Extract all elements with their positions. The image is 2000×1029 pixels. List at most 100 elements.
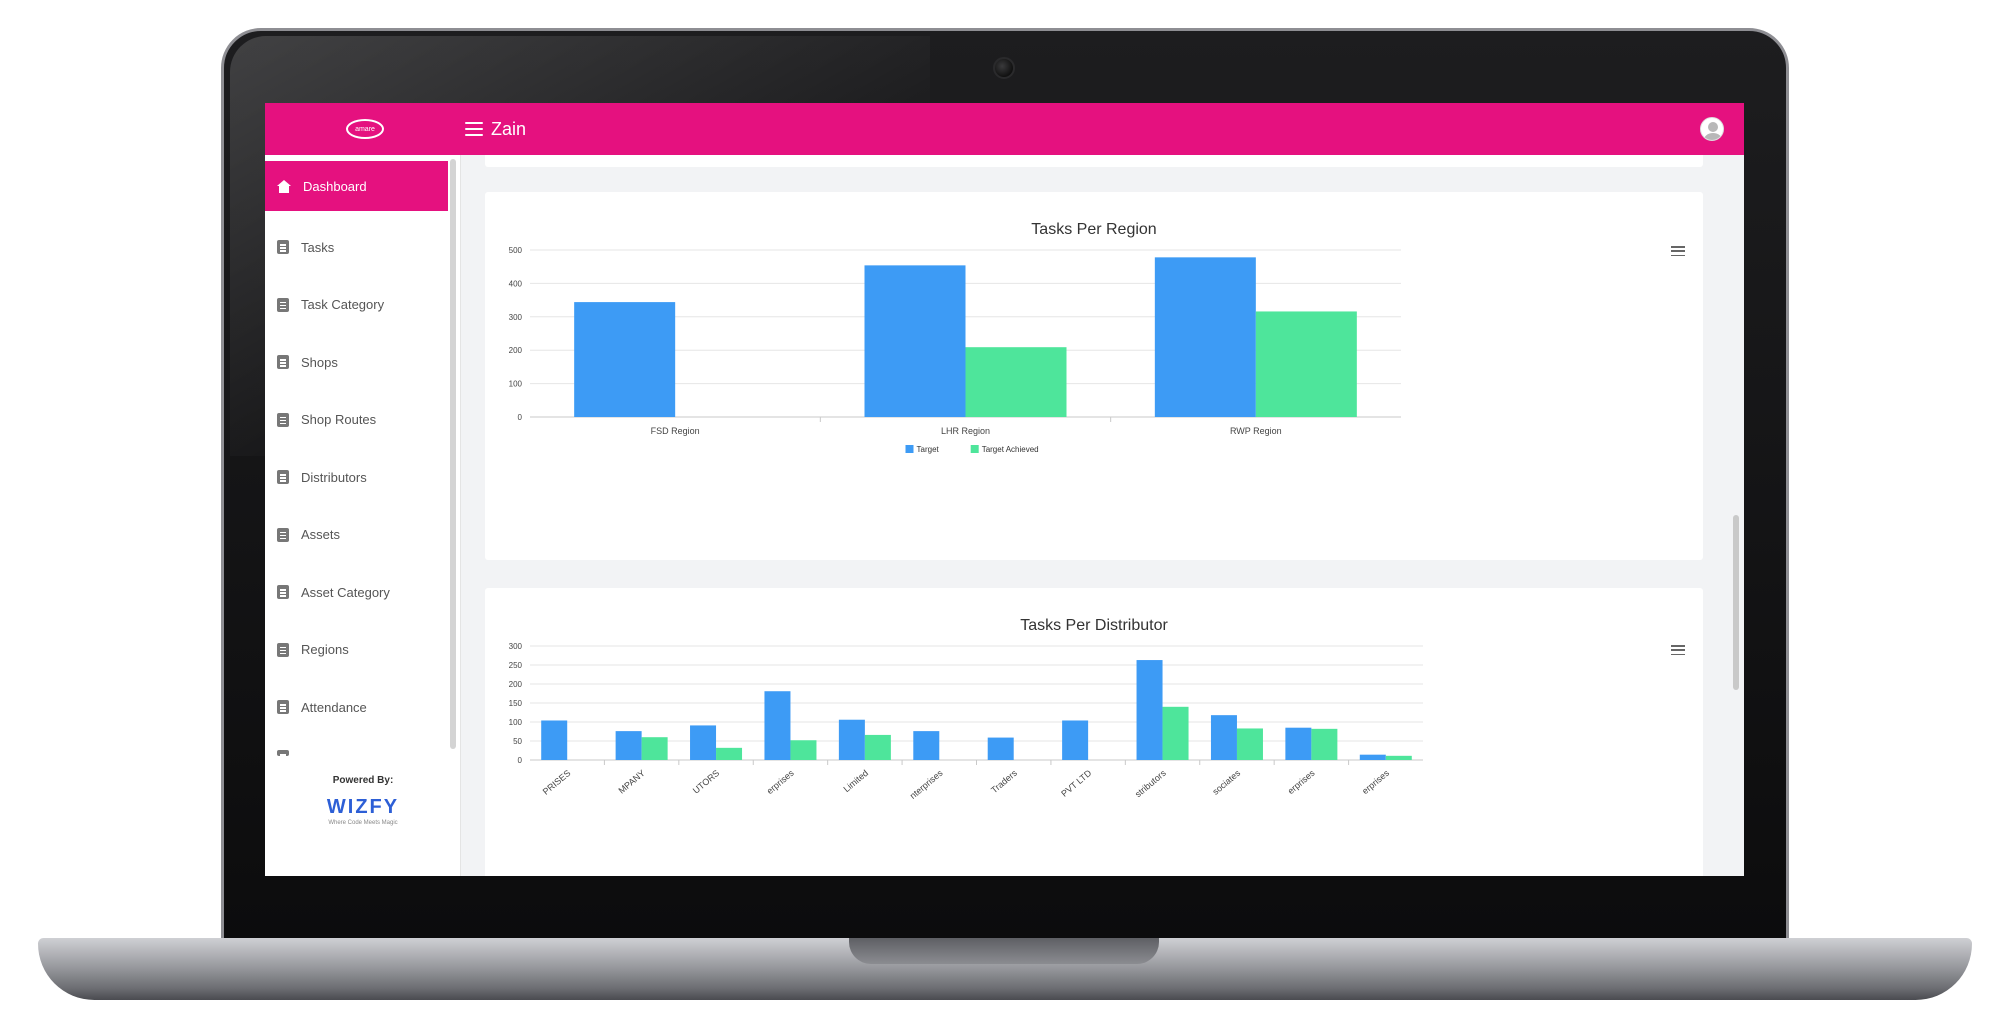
bar-target [1210, 715, 1237, 760]
user-avatar[interactable] [1700, 117, 1724, 141]
chart-title: Tasks Per Region [1031, 221, 1157, 238]
sidebar-item-label: Attendance [301, 699, 367, 715]
sidebar-item-label: Tasks [301, 239, 335, 255]
x-tick-label: erprises [765, 768, 796, 797]
content-scrollbar[interactable] [1733, 515, 1739, 690]
bar-target [615, 731, 642, 760]
legend-entry: Target Achieved [982, 445, 1039, 454]
sidebar-item-distributors[interactable]: Distributors [265, 449, 448, 507]
sidebar-item-task-category[interactable]: Task Category [265, 276, 448, 334]
sidebar-item-asset-category[interactable]: Asset Category [265, 564, 448, 622]
x-tick-label: stributors [1133, 768, 1168, 800]
bar-target [987, 737, 1014, 760]
bar-target-achieved [1385, 755, 1412, 760]
bar-target-achieved [1236, 728, 1263, 760]
bar-target [690, 725, 717, 760]
sidebar-item-partial[interactable] [265, 736, 448, 756]
y-tick-label: 250 [509, 661, 523, 670]
y-tick-label: 400 [509, 279, 523, 288]
y-tick-label: 50 [513, 737, 522, 746]
document-icon [277, 700, 289, 715]
x-tick-label: PRISES [541, 768, 573, 797]
sidebar-item-label: Shop Routes [301, 412, 377, 428]
x-tick-label: LHR Region [941, 426, 990, 436]
sidebar-item-dashboard[interactable]: Dashboard [265, 161, 448, 211]
x-tick-label: RWP Region [1230, 426, 1282, 436]
document-icon [277, 355, 289, 370]
y-tick-label: 100 [509, 718, 523, 727]
legend-swatch [905, 445, 914, 453]
tasks-per-distributor-chart: 0 50 100 150 200 250 300 PRISES MPANY UTORS erpris… [509, 642, 1423, 801]
sidebar-scrollbar[interactable] [450, 159, 456, 749]
sidebar: Dashboard Tasks Task Category Shops Shop… [265, 155, 461, 876]
x-tick-label: UTORS [691, 768, 721, 796]
wizfy-logo: WIZFY [326, 796, 400, 818]
document-icon [277, 412, 289, 427]
bar-target-achieved [1162, 706, 1189, 760]
sidebar-item-label: Regions [301, 642, 349, 658]
menu-toggle-icon[interactable] [465, 122, 483, 136]
y-tick-label: 500 [509, 246, 523, 255]
bar-target-achieved [1311, 728, 1338, 760]
bar-target [1359, 754, 1386, 760]
chart-menu-icon[interactable] [1671, 645, 1685, 655]
app-screen: amare Zain Dashboard Tasks Task Category [265, 103, 1744, 876]
document-icon [277, 585, 289, 600]
x-tick-label: PVT LTD [1059, 768, 1094, 799]
bar-target [864, 265, 966, 417]
powered-by: Powered By: WIZFY Where Code Meets Magic [265, 775, 461, 826]
document-icon [277, 527, 289, 542]
x-tick-label: Limited [842, 768, 871, 794]
bar-target [1062, 720, 1089, 760]
wizfy-tagline: Where Code Meets Magic [328, 820, 398, 826]
legend-entry: Target [917, 445, 940, 454]
sidebar-item-label: Distributors [301, 469, 367, 485]
x-tick-label: Traders [989, 768, 1019, 796]
chart-menu-icon[interactable] [1671, 246, 1685, 256]
home-icon [277, 179, 291, 193]
sidebar-item-label: Shops [301, 354, 338, 370]
x-tick-label: sociates [1211, 768, 1243, 797]
bar-target [913, 731, 940, 760]
x-tick-label: MPANY [616, 768, 646, 796]
bar-target-achieved [864, 734, 891, 760]
sidebar-item-regions[interactable]: Regions [265, 621, 448, 679]
bar-target [838, 719, 865, 760]
sidebar-item-label: Assets [301, 527, 341, 543]
document-icon [277, 297, 289, 312]
sidebar-nav: Dashboard Tasks Task Category Shops Shop… [265, 161, 448, 761]
bar-target [1285, 727, 1312, 760]
bar-target-achieved [790, 740, 817, 760]
bar-target-achieved [641, 737, 668, 760]
powered-by-label: Powered By: [332, 775, 394, 786]
y-tick-label: 0 [518, 756, 523, 765]
legend-swatch [970, 445, 979, 453]
y-tick-label: 200 [509, 680, 523, 689]
bar-target [764, 691, 791, 760]
chart-title: Tasks Per Distributor [1020, 617, 1168, 634]
y-tick-label: 300 [509, 642, 523, 651]
document-icon [277, 470, 289, 485]
y-tick-label: 150 [509, 699, 523, 708]
sidebar-item-assets[interactable]: Assets [265, 506, 448, 564]
bar-target [1154, 257, 1256, 417]
x-tick-label: nterprises [908, 768, 945, 801]
laptop-notch [849, 938, 1159, 964]
x-tick-label: FSD Region [651, 426, 700, 436]
sidebar-item-shop-routes[interactable]: Shop Routes [265, 391, 448, 449]
tasks-per-region-card: Tasks Per Region 0 100 200 300 400 500 FSD Reg… [485, 192, 1703, 560]
main-content: Tasks Per Region 0 100 200 300 400 500 FSD Reg… [461, 155, 1744, 876]
brand-logo[interactable]: amare [265, 119, 465, 139]
bar-target-achieved [1255, 311, 1357, 417]
previous-card [485, 155, 1703, 167]
bar-target-achieved [716, 747, 743, 760]
logo-mark: amare [346, 119, 384, 139]
y-tick-label: 100 [509, 380, 523, 389]
sidebar-item-tasks[interactable]: Tasks [265, 219, 448, 277]
x-tick-label: erprises [1360, 768, 1391, 797]
sidebar-item-label: Dashboard [303, 178, 367, 194]
sidebar-item-attendance[interactable]: Attendance [265, 679, 448, 737]
sidebar-item-shops[interactable]: Shops [265, 334, 448, 392]
y-tick-label: 0 [518, 413, 523, 422]
x-tick-label: erprises [1286, 768, 1317, 797]
